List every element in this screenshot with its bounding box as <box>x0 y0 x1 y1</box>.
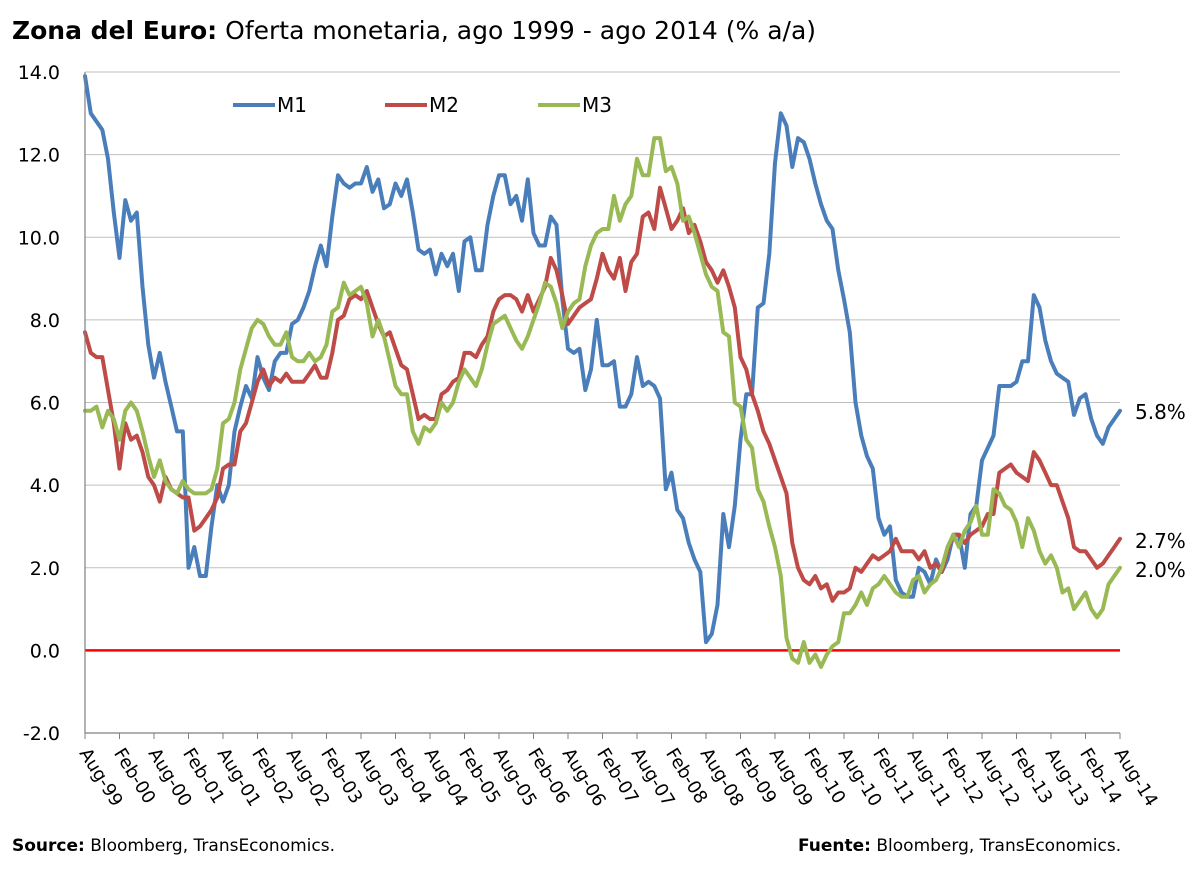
y-tick-label: 8.0 <box>30 310 60 332</box>
y-axis-tick-labels: -2.0 0.0 2.0 4.0 6.0 8.0 10.0 12.0 14.0 <box>18 62 60 745</box>
series-line-m3 <box>83 136 1122 669</box>
source-text-left: Bloomberg, TransEconomics. <box>90 836 335 856</box>
source-note-right: Fuente: Bloomberg, TransEconomics. <box>798 836 1121 856</box>
end-label: 2.7% <box>1135 529 1186 553</box>
y-tick-label: 0.0 <box>30 640 60 662</box>
legend-label-m3: M3 <box>582 93 612 117</box>
title-rest: Oferta monetaria, ago 1999 - ago 2014 (%… <box>225 16 817 45</box>
source-note-left: Source: Bloomberg, TransEconomics. <box>12 836 335 856</box>
y-tick-label: 10.0 <box>18 227 60 249</box>
title-bold: Zona del Euro: <box>12 16 218 45</box>
y-tick-label: -2.0 <box>23 723 60 745</box>
series-line-m2 <box>83 185 1122 603</box>
end-label: 5.8% <box>1135 400 1186 424</box>
x-axis-tick-labels: Aug-99Feb-00Aug-00Feb-01Aug-01Feb-02Aug-… <box>75 745 1162 811</box>
chart-title: Zona del Euro: Oferta monetaria, ago 199… <box>12 16 816 45</box>
legend-label-m2: M2 <box>429 93 459 117</box>
y-tick-label: 12.0 <box>18 145 60 167</box>
y-tick-label: 2.0 <box>30 558 60 580</box>
series-line-m1 <box>83 74 1122 645</box>
series-lines <box>83 74 1122 669</box>
y-tick-label: 14.0 <box>18 62 60 84</box>
y-tick-label: 4.0 <box>30 475 60 497</box>
legend: M1 M2 M3 <box>233 93 612 117</box>
axes <box>84 72 1121 739</box>
legend-label-m1: M1 <box>277 93 307 117</box>
y-tick-label: 6.0 <box>30 393 60 415</box>
source-label-left: Source: <box>12 836 85 856</box>
end-value-labels: 5.8% 2.7% 2.0% <box>1135 400 1186 582</box>
source-label-right: Fuente: <box>798 836 871 856</box>
end-label: 2.0% <box>1135 558 1186 582</box>
source-text-right: Bloomberg, TransEconomics. <box>876 836 1122 856</box>
